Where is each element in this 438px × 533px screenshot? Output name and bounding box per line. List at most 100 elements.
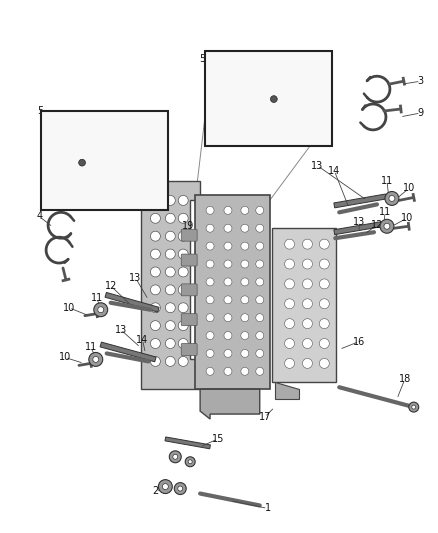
Circle shape [224, 278, 232, 286]
Text: 10: 10 [63, 303, 75, 313]
Circle shape [256, 278, 264, 286]
Circle shape [303, 358, 312, 368]
Circle shape [224, 296, 232, 304]
Circle shape [178, 285, 188, 295]
Circle shape [206, 242, 214, 250]
Circle shape [206, 367, 214, 375]
Circle shape [185, 457, 195, 467]
Circle shape [303, 259, 312, 269]
Text: 9: 9 [418, 108, 424, 118]
Circle shape [224, 350, 232, 358]
Circle shape [206, 296, 214, 304]
Circle shape [241, 224, 249, 232]
Circle shape [178, 303, 188, 313]
Circle shape [150, 357, 160, 366]
Circle shape [303, 319, 312, 329]
Text: 13: 13 [311, 160, 324, 171]
FancyBboxPatch shape [205, 51, 332, 146]
Circle shape [285, 279, 294, 289]
Circle shape [303, 239, 312, 249]
Text: 7: 7 [104, 124, 110, 134]
Text: 12: 12 [105, 281, 117, 291]
Circle shape [206, 206, 214, 214]
FancyBboxPatch shape [181, 284, 197, 296]
Circle shape [206, 224, 214, 232]
FancyBboxPatch shape [268, 92, 283, 106]
FancyBboxPatch shape [88, 154, 122, 171]
Text: 8: 8 [219, 62, 225, 72]
Circle shape [150, 338, 160, 349]
Circle shape [79, 159, 85, 166]
Circle shape [243, 101, 253, 111]
Polygon shape [105, 293, 159, 312]
Text: 11: 11 [85, 343, 97, 352]
Text: 4: 4 [36, 211, 42, 221]
Text: 6: 6 [86, 136, 92, 146]
Circle shape [384, 223, 390, 229]
Text: 19: 19 [182, 221, 194, 231]
Text: 15: 15 [212, 434, 224, 444]
Circle shape [285, 239, 294, 249]
Circle shape [256, 206, 264, 214]
Text: 7: 7 [258, 58, 265, 68]
Text: 18: 18 [399, 374, 411, 384]
Circle shape [224, 242, 232, 250]
Text: 10: 10 [401, 213, 413, 223]
FancyBboxPatch shape [272, 228, 336, 382]
Circle shape [224, 367, 232, 375]
Circle shape [224, 314, 232, 321]
FancyBboxPatch shape [195, 196, 270, 389]
Circle shape [178, 249, 188, 259]
Circle shape [178, 231, 188, 241]
Text: 13: 13 [353, 217, 365, 227]
Circle shape [224, 206, 232, 214]
Circle shape [161, 160, 165, 165]
Text: 5: 5 [37, 106, 43, 116]
Circle shape [150, 249, 160, 259]
Text: 1: 1 [265, 504, 271, 513]
Circle shape [303, 279, 312, 289]
Text: 13: 13 [114, 325, 127, 335]
Circle shape [241, 332, 249, 340]
Circle shape [98, 307, 104, 313]
Circle shape [165, 249, 175, 259]
Circle shape [178, 338, 188, 349]
Polygon shape [200, 389, 260, 419]
Circle shape [271, 96, 277, 102]
Circle shape [241, 278, 249, 286]
Circle shape [188, 460, 192, 464]
Circle shape [150, 231, 160, 241]
Circle shape [217, 107, 231, 121]
Circle shape [150, 303, 160, 313]
Text: 10: 10 [403, 183, 415, 193]
Circle shape [178, 486, 183, 491]
Circle shape [241, 296, 249, 304]
Circle shape [241, 314, 249, 321]
Circle shape [170, 451, 181, 463]
Circle shape [150, 213, 160, 223]
Text: 10: 10 [59, 352, 71, 362]
Circle shape [159, 480, 172, 494]
Circle shape [178, 196, 188, 205]
Circle shape [241, 350, 249, 358]
Circle shape [231, 103, 243, 115]
Circle shape [224, 260, 232, 268]
Circle shape [221, 111, 227, 117]
Circle shape [165, 338, 175, 349]
Text: 8: 8 [134, 126, 140, 136]
Text: 16: 16 [353, 336, 365, 346]
Polygon shape [275, 382, 300, 399]
Circle shape [319, 259, 329, 269]
Circle shape [134, 156, 148, 169]
Circle shape [319, 239, 329, 249]
Circle shape [285, 259, 294, 269]
Circle shape [256, 367, 264, 375]
Text: 11: 11 [381, 175, 393, 185]
Circle shape [150, 321, 160, 330]
Text: 14: 14 [136, 335, 148, 344]
Circle shape [178, 213, 188, 223]
Circle shape [89, 352, 103, 366]
Circle shape [148, 157, 159, 168]
Circle shape [303, 338, 312, 349]
Polygon shape [334, 194, 386, 208]
